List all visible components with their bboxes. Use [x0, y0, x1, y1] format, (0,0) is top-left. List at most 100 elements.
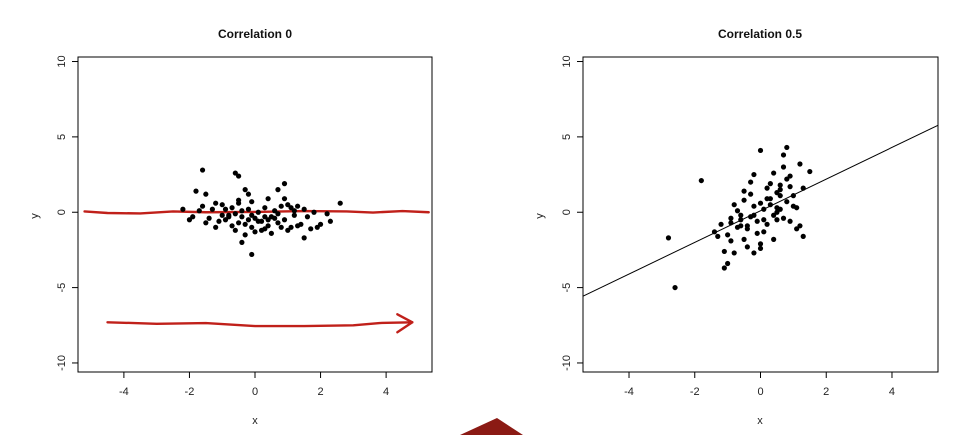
data-point	[291, 212, 297, 218]
data-point	[800, 185, 806, 191]
data-point	[311, 209, 317, 215]
data-point	[774, 217, 780, 223]
x-tick-label: 4	[383, 386, 389, 398]
data-point	[731, 202, 737, 208]
chart-title: Correlation 0	[218, 27, 292, 41]
data-point	[741, 197, 747, 203]
decorative-shape	[460, 418, 523, 435]
hand-drawn-arrow	[106, 321, 414, 328]
data-point	[199, 203, 206, 209]
data-point	[741, 236, 747, 242]
data-point	[236, 220, 242, 226]
data-point	[787, 218, 793, 224]
axis-ticks: -4 -2 0 2 4 -10 -5 0 5 10	[561, 55, 895, 398]
data-point	[744, 244, 750, 250]
data-point	[288, 205, 294, 211]
x-tick-label: 2	[823, 386, 829, 398]
data-point	[744, 223, 750, 229]
y-tick-label: 5	[561, 134, 573, 140]
data-point	[278, 203, 284, 209]
data-point	[751, 203, 757, 209]
data-point	[275, 220, 281, 226]
data-point	[232, 211, 238, 217]
x-tick-label: 2	[317, 386, 323, 398]
data-point	[751, 212, 757, 218]
data-point	[738, 217, 744, 223]
data-point	[249, 224, 255, 230]
data-point	[738, 223, 744, 229]
data-point	[272, 208, 278, 214]
data-point	[797, 223, 803, 229]
data-point	[764, 221, 770, 227]
data-point	[249, 199, 255, 205]
y-tick-label: 0	[561, 209, 573, 215]
data-point	[268, 230, 274, 236]
data-point	[272, 215, 278, 221]
data-point	[721, 248, 727, 255]
data-point	[285, 202, 291, 208]
data-point	[252, 215, 258, 221]
data-point	[275, 211, 281, 217]
data-point	[186, 217, 193, 223]
data-point	[219, 212, 225, 218]
data-point	[245, 217, 252, 223]
data-point	[715, 233, 721, 239]
data-point	[278, 224, 284, 230]
data-point	[232, 170, 238, 176]
data-point	[314, 224, 320, 230]
data-point	[308, 226, 314, 232]
chart-title: Correlation 0.5	[718, 27, 802, 41]
data-point	[794, 226, 800, 232]
x-tick-label: -4	[119, 386, 129, 398]
x-axis-label: x	[757, 415, 763, 427]
data-point	[304, 214, 311, 220]
data-point	[784, 176, 790, 182]
data-point	[767, 202, 773, 208]
data-point	[751, 250, 757, 256]
data-point	[239, 214, 245, 220]
x-tick-label: 0	[252, 386, 258, 398]
data-point	[777, 182, 783, 188]
y-axis-label: y	[29, 213, 41, 219]
data-point	[754, 218, 760, 224]
data-point	[249, 251, 255, 258]
data-point	[774, 190, 780, 196]
data-point	[229, 205, 235, 211]
data-point	[262, 214, 268, 220]
data-point	[222, 217, 229, 223]
scatter-points	[180, 167, 343, 258]
data-point	[771, 170, 777, 176]
data-point	[777, 206, 783, 212]
data-point	[245, 191, 252, 197]
data-point	[295, 223, 301, 229]
data-point	[665, 235, 672, 241]
chart-right: Correlation 0.5 x y -4 -2 0 2 4 -10 -5 0 5 10	[534, 27, 939, 427]
data-point	[281, 217, 288, 223]
data-point	[281, 181, 288, 187]
data-point	[265, 196, 271, 202]
data-point	[213, 200, 219, 206]
data-point	[771, 212, 777, 218]
data-point	[281, 196, 288, 202]
data-point	[213, 224, 219, 230]
data-point	[790, 193, 796, 199]
data-point	[728, 238, 734, 244]
y-tick-label: 10	[56, 55, 68, 67]
data-point	[236, 200, 242, 206]
data-point	[767, 181, 773, 187]
data-point	[265, 217, 271, 223]
data-point	[718, 221, 724, 227]
data-point	[777, 187, 783, 193]
data-point	[748, 191, 754, 197]
data-point	[738, 212, 744, 218]
data-point	[262, 205, 268, 211]
data-point	[797, 161, 803, 167]
data-point	[288, 224, 294, 230]
data-point	[203, 191, 209, 197]
data-point	[239, 239, 245, 245]
data-point	[790, 203, 796, 209]
data-point	[324, 211, 330, 217]
data-point	[317, 221, 324, 227]
data-point	[285, 227, 291, 233]
